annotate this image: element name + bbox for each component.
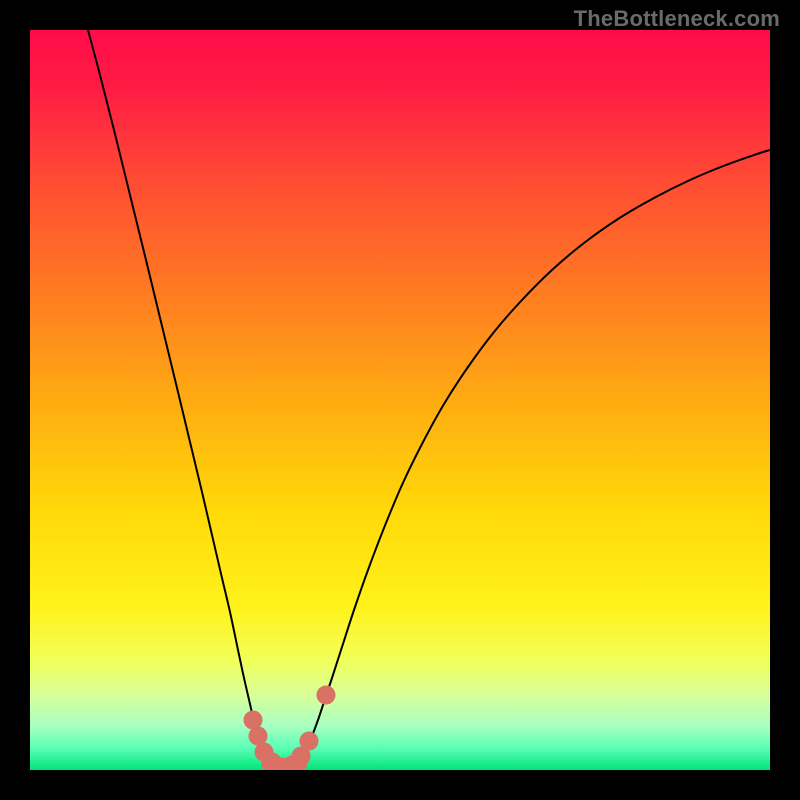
- chart-background: [30, 30, 770, 770]
- chart-svg: [30, 30, 770, 770]
- data-marker: [244, 711, 262, 729]
- watermark-text: TheBottleneck.com: [574, 6, 780, 32]
- data-marker: [317, 686, 335, 704]
- data-marker: [249, 727, 267, 745]
- chart-outer-frame: TheBottleneck.com: [0, 0, 800, 800]
- chart-plot-area: [30, 30, 770, 770]
- data-marker: [300, 732, 318, 750]
